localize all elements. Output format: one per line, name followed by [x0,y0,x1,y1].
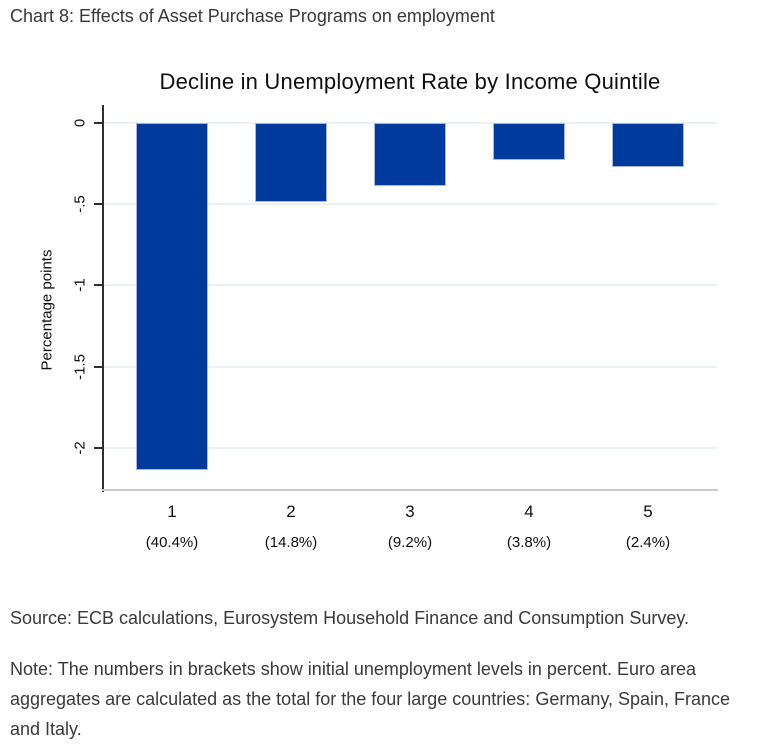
x-category-label: 3 [405,502,415,521]
source-text: Source: ECB calculations, Eurosystem Hou… [10,608,690,628]
y-axis-tick [94,203,102,206]
y-tick-label: -1.5 [71,353,89,380]
y-tick-label: -1 [71,278,89,292]
gridline [104,446,717,449]
x-category-label: 1 [167,502,177,521]
x-percentage-label: (40.4%) [145,534,199,551]
x-percentage-label: (14.8%) [264,534,318,551]
x-percentage-label: (2.4%) [625,534,671,551]
gridline [104,203,717,206]
y-axis-line [102,105,104,492]
bar-quintile-1 [136,122,208,471]
x-category-label: 2 [286,502,296,521]
bar-quintile-2 [255,122,327,203]
bar-quintile-5 [612,122,684,167]
y-tick-label: 0 [71,118,89,128]
y-axis-title: Percentage points [38,249,56,371]
x-axis-line [102,489,718,491]
chart-title: Decline in Unemployment Rate by Income Q… [159,69,661,94]
y-axis-tick [94,365,102,368]
gridline [104,284,717,287]
bar-quintile-3 [374,122,446,187]
note-text: Note: The numbers in brackets show initi… [10,659,731,739]
y-tick-label: -.5 [71,195,89,213]
y-tick-label: -2 [71,441,89,455]
x-category-label: 4 [524,502,534,521]
y-axis-tick [94,284,102,287]
x-percentage-label: (9.2%) [387,534,433,551]
chart-heading: Chart 8: Effects of Asset Purchase Progr… [10,6,495,26]
bar-quintile-4 [493,122,565,161]
x-percentage-label: (3.8%) [506,534,552,551]
gridline [104,365,717,368]
y-axis-tick [94,121,102,124]
y-axis-tick [94,446,102,449]
x-category-label: 5 [643,502,653,521]
